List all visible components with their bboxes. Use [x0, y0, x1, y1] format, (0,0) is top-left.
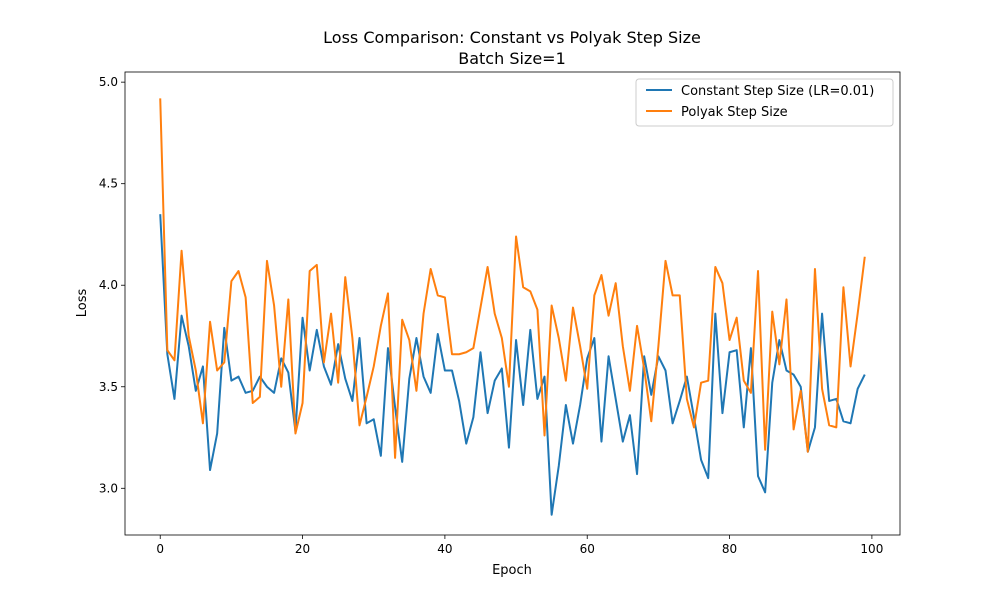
x-tick-label: 60	[580, 542, 595, 556]
legend-label-constant: Constant Step Size (LR=0.01)	[681, 84, 874, 99]
series-line-polyak	[159, 98, 866, 459]
series-group	[159, 98, 866, 516]
x-tick-label: 20	[295, 542, 310, 556]
chart-subtitle: Batch Size=1	[458, 49, 566, 68]
y-tick-label: 3.0	[99, 481, 118, 495]
x-axis-label: Epoch	[492, 563, 532, 578]
legend-box	[635, 78, 894, 127]
y-axis-label: Loss	[75, 289, 90, 318]
y-tick-label: 5.0	[99, 75, 118, 89]
x-axis: 0 20 40 60 80 100	[156, 535, 883, 556]
y-tick-label: 3.5	[99, 380, 118, 394]
legend: Constant Step Size (LR=0.01) Polyak Step…	[635, 78, 894, 127]
x-tick-label: 40	[437, 542, 452, 556]
y-tick-label: 4.0	[99, 278, 118, 292]
chart-title: Loss Comparison: Constant vs Polyak Step…	[323, 28, 701, 47]
x-tick-label: 0	[156, 542, 164, 556]
y-axis: 3.0 3.5 4.0 4.5 5.0	[99, 75, 125, 495]
x-tick-label: 80	[722, 542, 737, 556]
x-tick-label: 100	[860, 542, 883, 556]
legend-label-polyak: Polyak Step Size	[681, 105, 788, 120]
y-tick-label: 4.5	[99, 177, 118, 191]
axes-frame	[124, 71, 901, 536]
